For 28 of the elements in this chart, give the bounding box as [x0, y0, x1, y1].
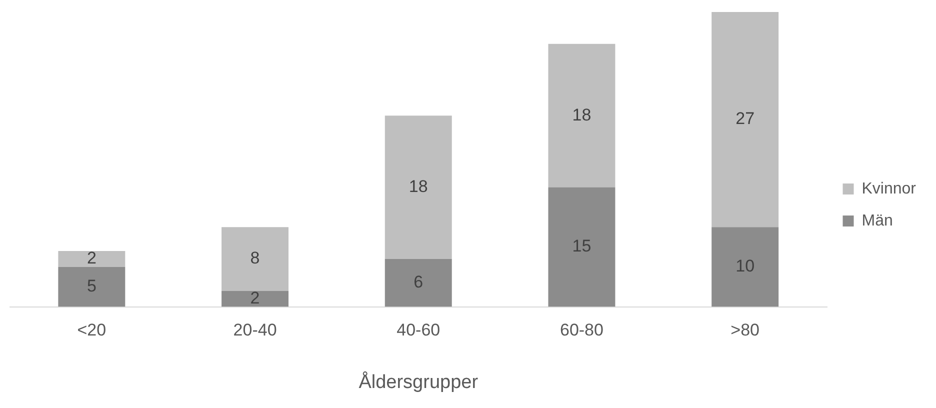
bar: [222, 290, 289, 307]
legend-label: Kvinnor: [862, 180, 917, 198]
x-tick-label: >80: [730, 320, 760, 340]
data-label: 10: [736, 256, 755, 276]
bar: [712, 12, 779, 228]
x-tick-label: <20: [77, 320, 106, 340]
bar: [548, 187, 616, 307]
bar: [58, 251, 126, 267]
data-label: 18: [408, 176, 428, 196]
x-tick-label: 40-60: [396, 320, 440, 340]
data-label: 2: [86, 248, 96, 268]
data-label: 5: [86, 276, 96, 296]
bar: [712, 227, 779, 307]
data-label: 18: [572, 105, 592, 124]
bar: [384, 116, 452, 259]
bar: [548, 44, 616, 188]
x-axis-title: Åldersgrupper: [358, 370, 479, 393]
x-tick-label: 60-80: [560, 320, 604, 340]
x-tick-label: 20-40: [233, 320, 277, 340]
data-label: 15: [572, 236, 592, 256]
data-label: 6: [414, 272, 424, 292]
data-label: 27: [736, 109, 755, 128]
bar: [58, 266, 126, 307]
data-label: 8: [250, 248, 260, 268]
data-label: 2: [250, 288, 260, 308]
legend-label: Män: [862, 212, 893, 230]
bar: [222, 227, 289, 291]
bar: [384, 258, 452, 307]
